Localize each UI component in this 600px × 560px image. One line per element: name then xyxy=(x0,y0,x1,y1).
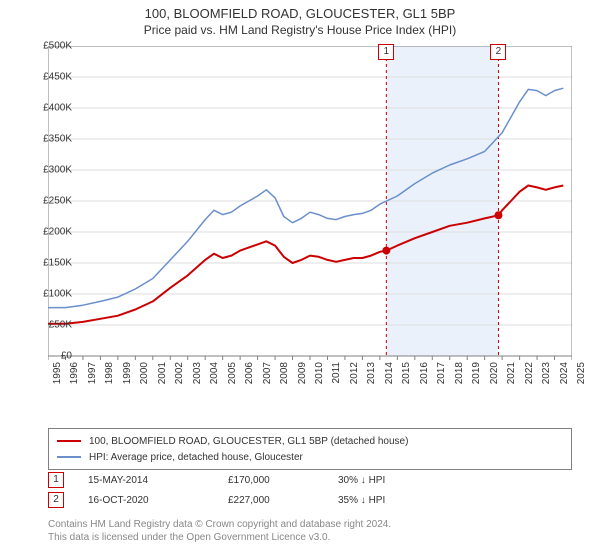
x-axis-label: 2004 xyxy=(209,362,220,384)
chart-title: 100, BLOOMFIELD ROAD, GLOUCESTER, GL1 5B… xyxy=(0,6,600,21)
x-axis-label: 2013 xyxy=(366,362,377,384)
footnote: Contains HM Land Registry data © Crown c… xyxy=(48,518,572,544)
x-axis-label: 2019 xyxy=(471,362,482,384)
sales-table: 1 15-MAY-2014 £170,000 30% ↓ HPI 2 16-OC… xyxy=(48,470,572,510)
legend-swatch-price-paid xyxy=(57,440,81,442)
y-axis-label: £150K xyxy=(43,258,72,269)
sales-date-1: 15-MAY-2014 xyxy=(88,475,228,486)
title-block: 100, BLOOMFIELD ROAD, GLOUCESTER, GL1 5B… xyxy=(0,0,600,37)
x-axis-label: 2008 xyxy=(279,362,290,384)
event-marker-2: 2 xyxy=(490,44,506,60)
legend-row-price-paid: 100, BLOOMFIELD ROAD, GLOUCESTER, GL1 5B… xyxy=(57,433,563,449)
x-axis-label: 2005 xyxy=(227,362,238,384)
x-axis-label: 2001 xyxy=(157,362,168,384)
y-axis-label: £400K xyxy=(43,103,72,114)
x-axis-label: 2023 xyxy=(541,362,552,384)
x-axis-label: 2016 xyxy=(419,362,430,384)
sales-price-1: £170,000 xyxy=(228,475,338,486)
y-axis-label: £200K xyxy=(43,227,72,238)
legend-swatch-hpi xyxy=(57,456,81,458)
sales-row-1: 1 15-MAY-2014 £170,000 30% ↓ HPI xyxy=(48,470,572,490)
x-axis-label: 2024 xyxy=(559,362,570,384)
y-axis-label: £500K xyxy=(43,41,72,52)
sales-hpi-2: 35% ↓ HPI xyxy=(338,495,385,506)
x-axis-label: 2014 xyxy=(384,362,395,384)
x-axis-label: 2015 xyxy=(401,362,412,384)
x-axis-label: 2009 xyxy=(297,362,308,384)
y-axis-label: £300K xyxy=(43,165,72,176)
y-axis-label: £0 xyxy=(61,351,72,362)
x-axis-label: 2000 xyxy=(139,362,150,384)
sales-row-2: 2 16-OCT-2020 £227,000 35% ↓ HPI xyxy=(48,490,572,510)
x-axis-label: 2007 xyxy=(262,362,273,384)
sales-date-2: 16-OCT-2020 xyxy=(88,495,228,506)
footnote-line-2: This data is licensed under the Open Gov… xyxy=(48,531,572,544)
x-axis-label: 1999 xyxy=(122,362,133,384)
legend-text-price-paid: 100, BLOOMFIELD ROAD, GLOUCESTER, GL1 5B… xyxy=(89,436,408,447)
x-axis-label: 2018 xyxy=(454,362,465,384)
x-axis-label: 2025 xyxy=(576,362,587,384)
y-axis-label: £450K xyxy=(43,72,72,83)
x-axis-label: 1998 xyxy=(104,362,115,384)
y-axis-label: £250K xyxy=(43,196,72,207)
chart-svg xyxy=(48,46,572,390)
chart-subtitle: Price paid vs. HM Land Registry's House … xyxy=(0,23,600,37)
chart-area: 12 xyxy=(48,46,572,390)
sales-marker-1: 1 xyxy=(48,472,64,488)
sales-hpi-1: 30% ↓ HPI xyxy=(338,475,385,486)
x-axis-label: 2022 xyxy=(524,362,535,384)
x-axis-label: 1995 xyxy=(52,362,63,384)
x-axis-label: 2010 xyxy=(314,362,325,384)
sales-price-2: £227,000 xyxy=(228,495,338,506)
footnote-line-1: Contains HM Land Registry data © Crown c… xyxy=(48,518,572,531)
x-axis-label: 2003 xyxy=(192,362,203,384)
x-axis-label: 2017 xyxy=(436,362,447,384)
legend-row-hpi: HPI: Average price, detached house, Glou… xyxy=(57,449,563,465)
legend-box: 100, BLOOMFIELD ROAD, GLOUCESTER, GL1 5B… xyxy=(48,428,572,470)
x-axis-label: 1997 xyxy=(87,362,98,384)
x-axis-label: 2002 xyxy=(174,362,185,384)
x-axis-label: 2020 xyxy=(489,362,500,384)
legend-text-hpi: HPI: Average price, detached house, Glou… xyxy=(89,452,303,463)
y-axis-label: £50K xyxy=(49,320,72,331)
x-axis-label: 2006 xyxy=(244,362,255,384)
y-axis-label: £350K xyxy=(43,134,72,145)
x-axis-label: 1996 xyxy=(69,362,80,384)
x-axis-label: 2021 xyxy=(506,362,517,384)
x-axis-label: 2012 xyxy=(349,362,360,384)
sales-marker-2: 2 xyxy=(48,492,64,508)
x-axis-label: 2011 xyxy=(331,362,342,384)
event-marker-1: 1 xyxy=(378,44,394,60)
y-axis-label: £100K xyxy=(43,289,72,300)
chart-container: 100, BLOOMFIELD ROAD, GLOUCESTER, GL1 5B… xyxy=(0,0,600,560)
